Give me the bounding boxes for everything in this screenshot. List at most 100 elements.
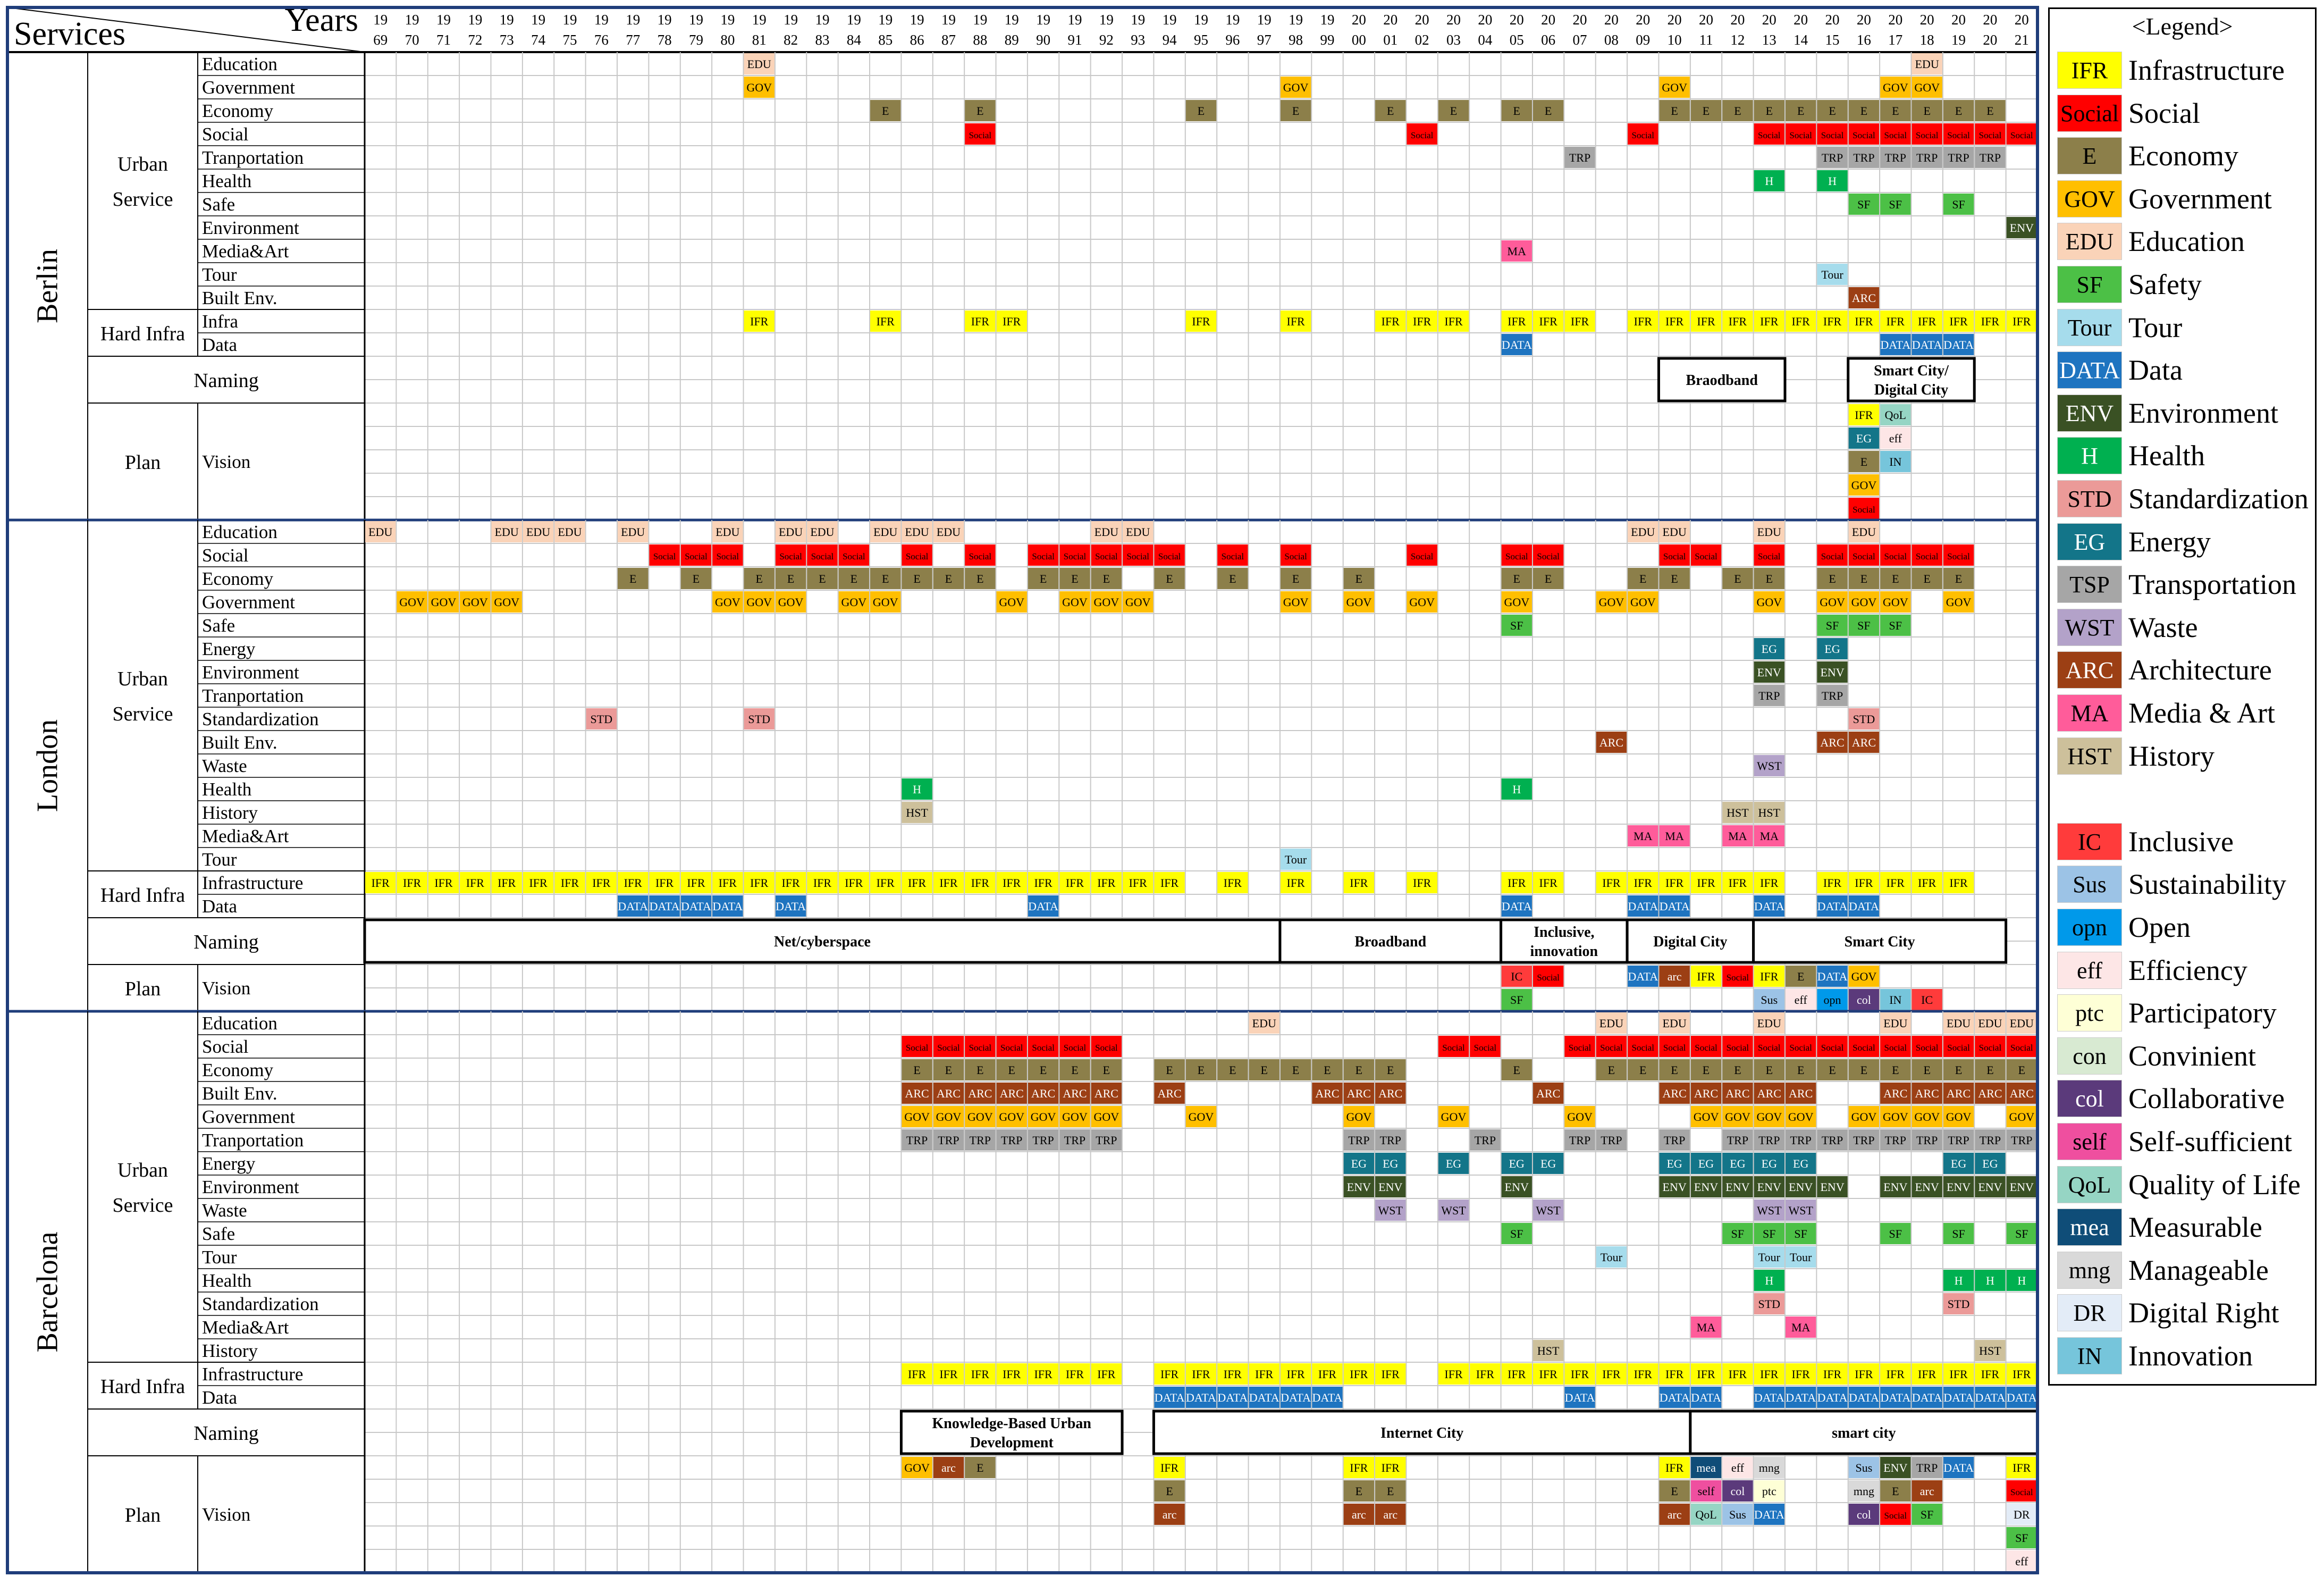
- cell-label: Social: [1695, 1043, 1717, 1053]
- cell-label: E: [693, 572, 700, 585]
- cell-social: [1470, 1036, 1501, 1057]
- cell-label: DATA: [1912, 338, 1942, 351]
- cell-social: [1848, 544, 1880, 566]
- cell-label: DATA: [1628, 900, 1658, 913]
- cell-label: GOV: [746, 81, 772, 94]
- cell-label: STD: [1758, 1297, 1781, 1311]
- cell-label: GOV: [1756, 596, 1782, 609]
- cell-label: DATA: [1249, 1391, 1279, 1404]
- cell-env: [1785, 1176, 1816, 1197]
- cell-label: GOV: [1125, 596, 1151, 609]
- cell-ifr: [1596, 872, 1627, 893]
- cell-label: DATA: [1660, 1391, 1690, 1404]
- cell-label: SF: [1731, 1227, 1744, 1240]
- cell-gov: [1817, 591, 1848, 613]
- cell-label: Social: [1222, 551, 1244, 561]
- cell-ma: [1690, 1316, 1722, 1338]
- legend-swatch: self: [2057, 1123, 2122, 1160]
- year-label: 20: [1352, 12, 1366, 28]
- cell-label: DATA: [1943, 1391, 1974, 1404]
- cell-label: Sus: [1856, 1461, 1873, 1474]
- service-label: Health: [202, 1270, 252, 1291]
- cell-social: [2006, 123, 2037, 145]
- cell-label: Social: [906, 1043, 929, 1053]
- cell-gov: [1059, 1106, 1090, 1127]
- cell-e: [1628, 1059, 1658, 1080]
- cell-label: E: [1955, 1063, 1962, 1077]
- cell-label: IFR: [1697, 970, 1715, 983]
- legend-label: Transportation: [2128, 568, 2297, 601]
- group-label: Urban: [117, 153, 168, 175]
- cell-label: IFR: [1949, 315, 1968, 328]
- vision-social: [2006, 1480, 2037, 1502]
- cell-arc: [1880, 1083, 1911, 1104]
- year-label: 80: [720, 32, 735, 48]
- cell-h: [902, 778, 932, 800]
- legend-swatch: ENV: [2057, 394, 2122, 432]
- cell-gov: [1628, 591, 1658, 613]
- cell-trp: [1943, 147, 1974, 168]
- cell-gov: [1596, 591, 1627, 613]
- cell-label: DATA: [1754, 900, 1784, 913]
- year-label: 03: [1446, 32, 1461, 48]
- cell-label: H: [1765, 174, 1773, 188]
- service-label: Standardization: [202, 1294, 319, 1314]
- cell-eg: [1754, 1153, 1784, 1174]
- cell-ifr: [1880, 311, 1911, 332]
- cell-label: E: [1923, 1063, 1930, 1077]
- cell-h: [1943, 1270, 1974, 1291]
- cell-label: ARC: [1789, 1087, 1813, 1100]
- cell-edu: [1249, 1012, 1279, 1034]
- cell-ifr: [1217, 872, 1248, 893]
- cell-label: ARC: [1599, 736, 1623, 749]
- legend-label: Government: [2128, 182, 2272, 215]
- cell-label: E: [1829, 572, 1835, 585]
- naming-label: Smart City/: [1874, 363, 1949, 379]
- cell-label: arc: [1668, 970, 1682, 983]
- cell-label: IFR: [1066, 876, 1084, 890]
- cell-label: ENV: [1347, 1180, 1371, 1194]
- cell-label: DATA: [1660, 900, 1690, 913]
- cell-label: ARC: [1820, 736, 1844, 749]
- cell-ifr: [1690, 311, 1722, 332]
- cell-label: EG: [1824, 642, 1840, 656]
- cell-label: IFR: [1949, 876, 1968, 890]
- legend-label: Data: [2128, 354, 2183, 387]
- year-label: 92: [1099, 32, 1114, 48]
- year-label: 02: [1415, 32, 1429, 48]
- year-label: 19: [562, 12, 577, 28]
- service-label: Media&Art: [202, 1317, 289, 1338]
- cell-env: [2006, 217, 2037, 238]
- cell-ma: [1754, 825, 1784, 846]
- cell-ifr: [1438, 1363, 1469, 1385]
- cell-data: [1690, 1387, 1722, 1408]
- year-label: 20: [1730, 12, 1745, 28]
- cell-label: DATA: [1217, 1391, 1248, 1404]
- cell-label: ARC: [1063, 1087, 1087, 1100]
- service-label: Government: [202, 77, 295, 98]
- legend-item-in: IN Innovation: [2054, 1335, 2313, 1374]
- cell-sf: [1880, 615, 1911, 636]
- cell-label: E: [1071, 1063, 1078, 1077]
- cell-trp: [1564, 147, 1595, 168]
- vision-col: [1722, 1480, 1753, 1502]
- cell-label: E: [1387, 1063, 1394, 1077]
- cell-label: IFR: [624, 876, 643, 890]
- legend-title: <Legend>: [2132, 13, 2233, 40]
- cell-data: [1280, 1387, 1311, 1408]
- cell-label: GOV: [746, 596, 772, 609]
- cell-label: E: [882, 572, 889, 585]
- cell-sf: [1880, 194, 1911, 215]
- legend-item-h: H Health: [2054, 435, 2313, 475]
- vision-arc: [1343, 1504, 1375, 1525]
- cell-edu: [1628, 521, 1658, 542]
- legend-label: Self-sufficient: [2128, 1126, 2292, 1158]
- city-name: Barcelona: [31, 1231, 64, 1352]
- cell-label: TRP: [1790, 1134, 1811, 1147]
- naming-box: [1752, 918, 2008, 964]
- cell-eg: [1501, 1153, 1532, 1174]
- vision-e: [1343, 1480, 1375, 1502]
- cell-label: IFR: [434, 876, 453, 890]
- cell-label: self: [1698, 1485, 1715, 1498]
- cell-label: SF: [1763, 1227, 1775, 1240]
